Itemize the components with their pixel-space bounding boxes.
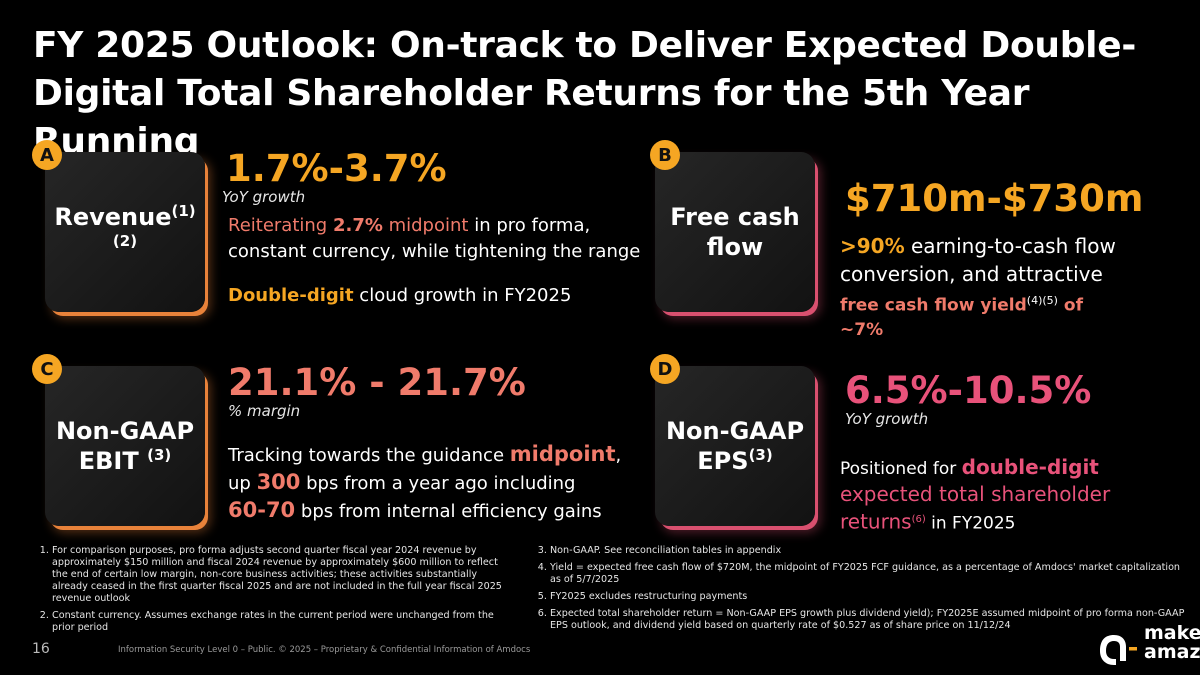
- fcf-text-line2: conversion, and attractive: [840, 262, 1103, 286]
- footer-text: Information Security Level 0 – Public. ©…: [118, 645, 531, 655]
- non-gaap-eps-card: Non-GAAP EPS(3): [655, 366, 815, 526]
- footnote-6: Expected total shareholder return = Non-…: [550, 608, 1190, 632]
- eps-card-label-2: EPS: [697, 447, 749, 475]
- eps-text-line2: expected total shareholder: [840, 482, 1111, 506]
- amdocs-logo-icon: [1100, 635, 1137, 665]
- revenue-text-line2: constant currency, while tightening the …: [228, 241, 641, 262]
- fcf-text-line3: free cash flow yield(4)(5) of: [840, 294, 1083, 316]
- revenue-text-line3: Double-digit cloud growth in FY2025: [228, 285, 572, 306]
- ebit-text-line2: up 300 bps from a year ago including: [228, 470, 576, 494]
- ebit-text-line3: 60-70 bps from internal efficiency gains: [228, 498, 602, 522]
- footnotes-left: For comparison purposes, pro forma adjus…: [32, 545, 502, 639]
- revenue-card: Revenue(1)(2): [45, 152, 205, 312]
- ebit-sub-label: % margin: [228, 402, 301, 420]
- footnotes-right: Non-GAAP. See reconciliation tables in a…: [530, 545, 1190, 637]
- footnote-3: Non-GAAP. See reconciliation tables in a…: [550, 545, 1190, 557]
- fcf-range: $710m-$730m: [845, 177, 1144, 220]
- badge-c: C: [32, 354, 62, 384]
- badge-a: A: [32, 140, 62, 170]
- page-number: 16: [32, 641, 50, 657]
- revenue-card-footnote: (1)(2): [112, 202, 196, 250]
- badge-b: B: [650, 140, 680, 170]
- ebit-card-label-1: Non-GAAP: [55, 417, 195, 445]
- eps-card-label-1: Non-GAAP: [665, 417, 805, 445]
- footnote-2: Constant currency. Assumes exchange rate…: [52, 610, 502, 634]
- footnote-4: Yield = expected free cash flow of $720M…: [550, 562, 1190, 586]
- fcf-text-line4: ~7%: [840, 320, 884, 340]
- logo-tagline: make it amazing: [1144, 622, 1200, 663]
- revenue-range: 1.7%-3.7%: [226, 147, 447, 190]
- free-cash-flow-card: Free cash flow: [655, 152, 815, 312]
- ebit-range: 21.1% - 21.7%: [228, 361, 526, 404]
- ebit-card-label-2: EBIT: [78, 447, 139, 475]
- eps-sub-label: YoY growth: [845, 410, 929, 428]
- fcf-card-label-1: Free cash: [670, 203, 800, 231]
- ebit-text-line1: Tracking towards the guidance midpoint,: [228, 442, 622, 466]
- eps-text-line3: returns(6) in FY2025: [840, 509, 1016, 534]
- footnote-5: FY2025 excludes restructuring payments: [550, 591, 1190, 603]
- revenue-text-line1: Reiterating 2.7% midpoint in pro forma,: [228, 215, 591, 236]
- revenue-sub-label: YoY growth: [222, 188, 306, 206]
- fcf-text-line1: >90% earning-to-cash flow: [840, 234, 1116, 258]
- revenue-card-label: Revenue: [54, 203, 172, 231]
- badge-d: D: [650, 354, 680, 384]
- footnote-1: For comparison purposes, pro forma adjus…: [52, 545, 502, 605]
- eps-text-line1: Positioned for double-digit: [840, 455, 1099, 479]
- fcf-card-label-2: flow: [706, 233, 764, 261]
- eps-range: 6.5%-10.5%: [845, 369, 1092, 412]
- page-title: FY 2025 Outlook: On-track to Deliver Exp…: [33, 25, 1136, 162]
- non-gaap-ebit-card: Non-GAAP EBIT (3): [45, 366, 205, 526]
